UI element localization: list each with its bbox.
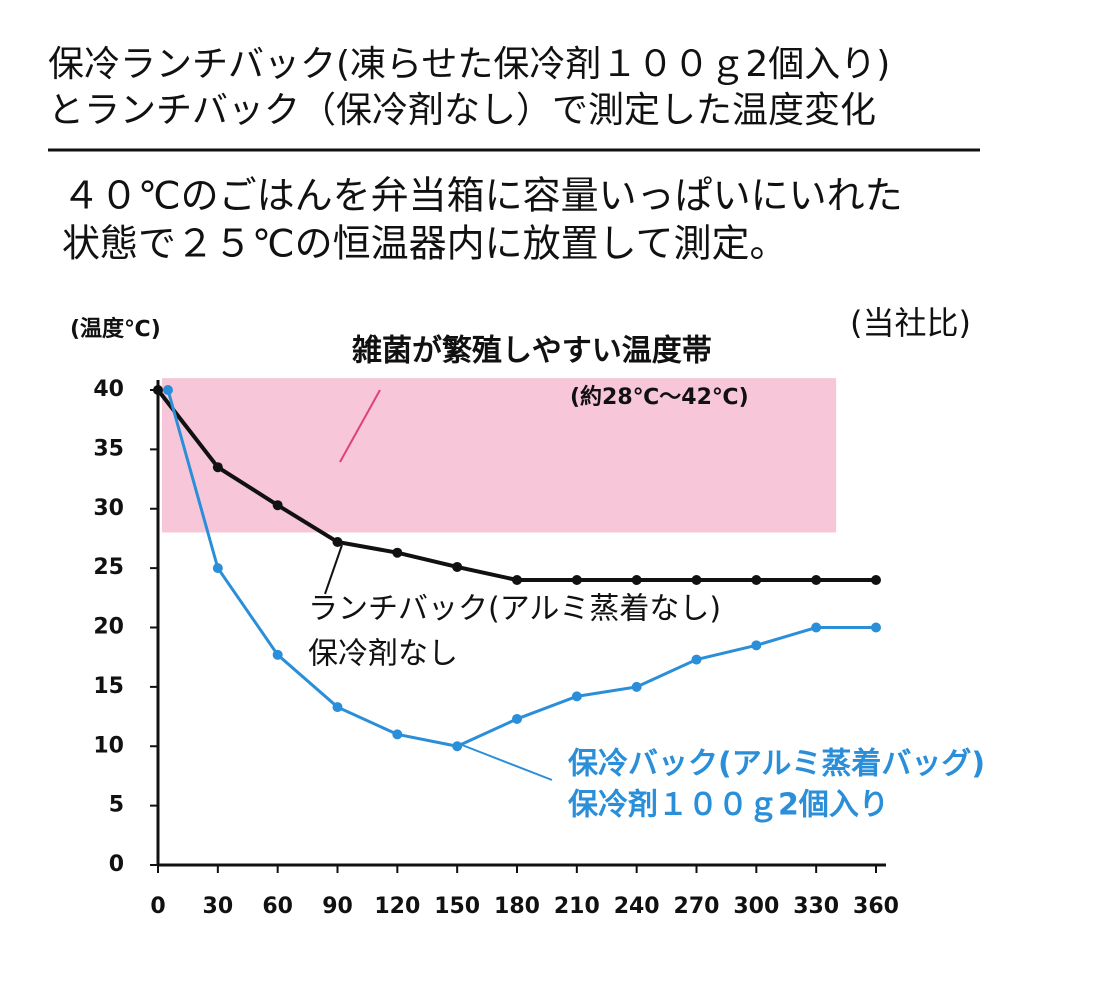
x-tick-label: 120 <box>374 894 420 919</box>
point <box>871 575 881 585</box>
point <box>811 575 822 585</box>
y-tick-label: 10 <box>93 733 124 758</box>
series-label: 保冷剤なし <box>308 637 458 672</box>
band-range-label: (約28℃～42℃) <box>570 384 749 410</box>
series-label: ランチバック(アルミ蒸着なし) <box>308 592 721 627</box>
y-axis-label: (温度℃) <box>70 316 161 342</box>
note: (当社比) <box>850 304 971 342</box>
x-tick-label: 150 <box>434 894 480 919</box>
x-tick-label: 360 <box>853 894 899 919</box>
point <box>512 575 522 585</box>
point <box>871 622 881 633</box>
y-tick-label: 25 <box>93 555 124 580</box>
point <box>571 575 582 585</box>
y-tick-label: 30 <box>93 496 124 521</box>
x-tick-label: 330 <box>793 894 839 919</box>
series-label: 保冷剤１００ｇ2個入り <box>568 788 889 823</box>
point <box>512 713 522 724</box>
point <box>153 385 163 395</box>
point <box>751 575 762 585</box>
x-tick-label: 180 <box>494 894 540 919</box>
band-leader <box>339 389 381 463</box>
point <box>691 575 702 585</box>
point <box>212 563 223 574</box>
x-tick-label: 90 <box>322 894 353 919</box>
y-tick-label: 35 <box>93 436 124 461</box>
point <box>272 649 283 660</box>
point <box>631 575 642 585</box>
y-tick-label: 15 <box>93 674 124 699</box>
point <box>452 561 463 572</box>
point <box>332 702 343 713</box>
y-tick-label: 40 <box>93 377 124 402</box>
x-tick-label: 60 <box>262 894 293 919</box>
point <box>751 640 762 651</box>
band-label: 雑菌が繁殖しやすい温度帯 <box>351 334 712 369</box>
series-leader <box>461 744 553 781</box>
point <box>811 622 822 633</box>
x-tick-label: 270 <box>674 894 720 919</box>
point <box>631 681 642 692</box>
x-tick-label: 30 <box>203 894 234 919</box>
x-tick-label: 210 <box>554 894 600 919</box>
point <box>332 537 343 547</box>
subtitle-line: 状態で２５℃の恒温器内に放置して測定。 <box>62 222 788 266</box>
point <box>392 547 403 558</box>
subtitle-line: ４０℃のごはんを弁当箱に容量いっぱいにいれた <box>62 174 903 218</box>
x-tick-label: 300 <box>733 894 779 919</box>
series-leader <box>324 544 343 595</box>
y-tick-label: 5 <box>109 793 124 818</box>
point <box>272 500 283 511</box>
y-tick-label: 20 <box>93 615 124 640</box>
title-line: 保冷ランチバック(凍らせた保冷剤１００ｇ2個入り) <box>48 44 890 85</box>
title-line: とランチバック（保冷剤なし）で測定した温度変化 <box>48 90 876 131</box>
series-label: 保冷バック(アルミ蒸着バッグ) <box>568 747 985 782</box>
x-tick-label: 0 <box>150 894 165 919</box>
point <box>691 654 702 665</box>
x-tick-label: 240 <box>614 894 660 919</box>
point <box>392 729 403 740</box>
point <box>212 462 223 473</box>
y-tick-label: 0 <box>109 852 124 877</box>
point <box>162 385 173 395</box>
point <box>571 691 582 702</box>
point <box>452 741 463 752</box>
